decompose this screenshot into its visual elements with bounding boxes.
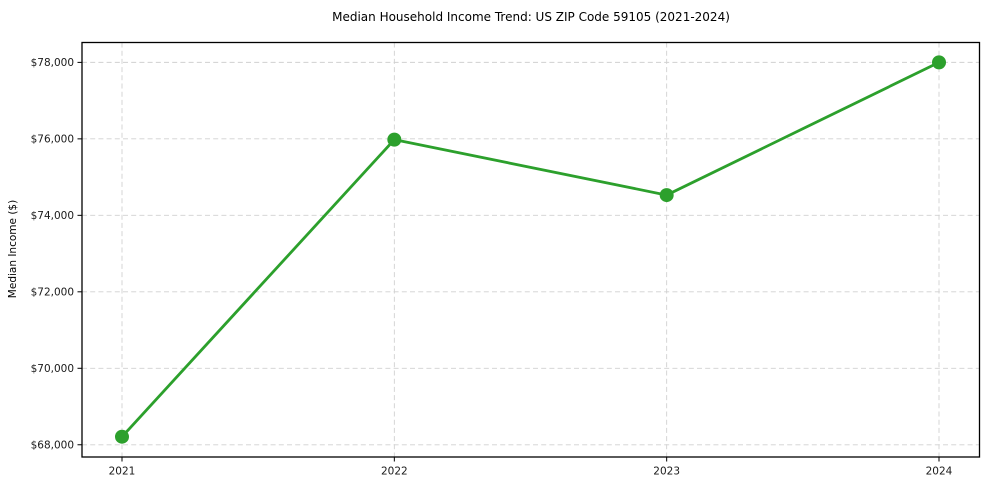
y-tick-label: $70,000 (31, 363, 74, 375)
x-tick-label: 2024 (926, 466, 953, 478)
chart-title: Median Household Income Trend: US ZIP Co… (332, 10, 730, 24)
y-tick-label: $76,000 (31, 134, 74, 146)
y-axis-label: Median Income ($) (7, 200, 19, 298)
y-tick-label: $78,000 (31, 57, 74, 69)
tick-layer: $68,000 $70,000 $72,000 $74,000 $76,000 $78,0… (31, 57, 953, 477)
y-tick-label: $72,000 (31, 287, 74, 299)
data-point-2022 (387, 132, 402, 147)
x-tick-label: 2022 (381, 466, 408, 478)
y-tick-label: $74,000 (31, 210, 74, 222)
data-point-2021 (115, 429, 129, 444)
x-tick-label: 2021 (109, 466, 136, 478)
x-tick-label: 2023 (653, 466, 680, 478)
data-point-2024 (932, 55, 946, 70)
grid-layer (82, 42, 980, 457)
axes-frame-layer (81, 41, 981, 458)
trend-line (120, 60, 941, 439)
series-layer (115, 55, 946, 444)
plot-frame (81, 41, 981, 458)
data-point-2023 (659, 188, 674, 203)
y-tick-label: $68,000 (31, 439, 74, 451)
